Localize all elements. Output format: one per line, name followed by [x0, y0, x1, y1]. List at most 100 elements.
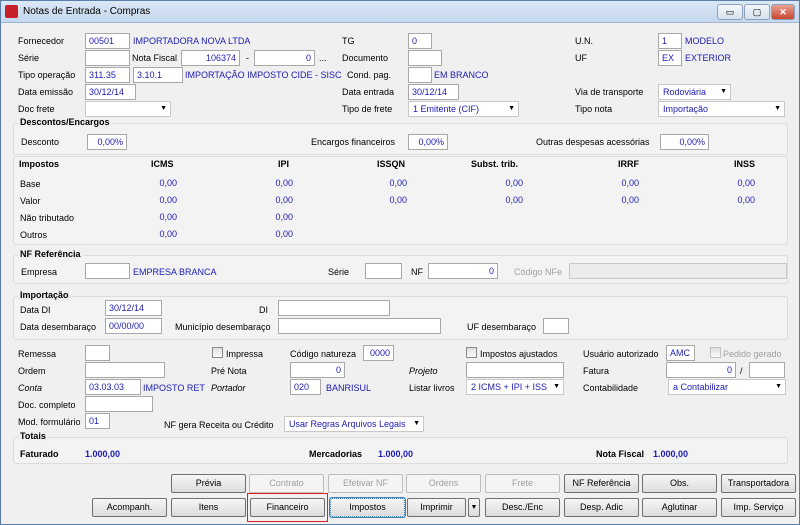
tipo-operacao-code-input[interactable]: 311.35: [85, 67, 130, 83]
ordem-input[interactable]: [85, 362, 165, 378]
tipo-nota-select[interactable]: Importação ▼: [658, 101, 785, 117]
previa-button[interactable]: Prévia: [171, 474, 246, 493]
faturado-value: 1.000,00: [85, 449, 121, 459]
impostos-value: 0,00: [159, 178, 177, 188]
mod-formulario-input[interactable]: 01: [85, 413, 110, 429]
fornecedor-label: Fornecedor: [18, 36, 65, 46]
impostos-row-label: Não tributado: [20, 213, 75, 223]
data-desembaraco-input[interactable]: 00/00/00: [105, 318, 162, 334]
contabilidade-select[interactable]: a Contabilizar ▼: [668, 379, 786, 395]
desconto-input[interactable]: 0,00%: [87, 134, 127, 150]
data-di-input[interactable]: 30/12/14: [105, 300, 162, 316]
tipo-frete-select[interactable]: 1 Emitente (CIF) ▼: [408, 101, 519, 117]
minimize-button[interactable]: ▭: [717, 4, 743, 20]
via-transporte-value: Rodoviária: [663, 87, 707, 97]
chevron-down-icon: ▼: [775, 383, 782, 390]
empresa-label: Empresa: [21, 267, 58, 277]
cond-pag-name: EM BRANCO: [434, 70, 489, 80]
un-label: U.N.: [575, 36, 593, 46]
financeiro-button[interactable]: Financeiro: [250, 498, 325, 517]
nf-referencia-button[interactable]: NF Referência: [564, 474, 639, 493]
impostos-value: 0,00: [737, 195, 755, 205]
impostos-value: 0,00: [621, 195, 639, 205]
contrato-button[interactable]: Contrato: [249, 474, 324, 493]
transportadora-button[interactable]: Transportadora: [721, 474, 796, 493]
chevron-down-icon: ▼: [508, 105, 515, 112]
impostos-ajustados-label: Impostos ajustados: [480, 349, 558, 359]
di-input[interactable]: [278, 300, 390, 316]
usuario-autorizado-input[interactable]: AMC: [666, 345, 695, 361]
itens-button[interactable]: Itens: [171, 498, 246, 517]
aglutinar-button[interactable]: Aglutinar: [642, 498, 717, 517]
municipio-input[interactable]: [278, 318, 441, 334]
doc-completo-input[interactable]: [85, 396, 153, 412]
descontos-title: Descontos/Encargos: [18, 117, 112, 127]
fornecedor-code-input[interactable]: 00501: [85, 33, 130, 49]
via-transporte-select[interactable]: Rodoviária ▼: [658, 84, 731, 100]
fornecedor-name: IMPORTADORA NOVA LTDA: [133, 36, 251, 46]
imp-servico-button[interactable]: Imp. Serviço: [721, 498, 796, 517]
uf-input[interactable]: EX: [658, 50, 682, 66]
efetivar-nf-button[interactable]: Efetivar NF: [328, 474, 403, 493]
nfref-nf-input[interactable]: 0: [428, 263, 498, 279]
conta-input[interactable]: 03.03.03: [85, 379, 141, 395]
data-emissao-input[interactable]: 30/12/14: [85, 84, 136, 100]
impostos-value: 0,00: [275, 195, 293, 205]
totais-title: Totais: [18, 431, 48, 441]
imprimir-button[interactable]: Imprimir: [407, 498, 466, 517]
remessa-input[interactable]: [85, 345, 110, 361]
data-entrada-input[interactable]: 30/12/14: [408, 84, 459, 100]
contabilidade-value: a Contabilizar: [673, 382, 729, 392]
impostos-value: 0,00: [159, 212, 177, 222]
imprimir-menu-button[interactable]: ▼: [468, 498, 480, 517]
ordens-button[interactable]: Ordens: [406, 474, 481, 493]
desconto-label: Desconto: [21, 137, 60, 147]
nota-fiscal-suffix-input[interactable]: 0: [254, 50, 315, 66]
nota-fiscal-number-input[interactable]: 106374: [181, 50, 240, 66]
fatura-input[interactable]: 0: [666, 362, 736, 378]
nf-gera-value: Usar Regras Arquivos Legais: [289, 419, 406, 429]
nf-gera-select[interactable]: Usar Regras Arquivos Legais ▼: [284, 416, 424, 432]
portador-input[interactable]: 020: [290, 379, 321, 395]
un-name: MODELO: [685, 36, 725, 46]
listar-livros-select[interactable]: 2 ICMS + IPI + ISS ▼: [466, 379, 564, 395]
outras-despesas-input[interactable]: 0,00%: [660, 134, 709, 150]
empresa-input[interactable]: [85, 263, 130, 279]
nfref-serie-input[interactable]: [365, 263, 402, 279]
acompanh-button[interactable]: Acompanh.: [92, 498, 167, 517]
listar-livros-label: Listar livros: [409, 383, 455, 393]
projeto-input[interactable]: [466, 362, 564, 378]
codigo-natureza-input[interactable]: 0000: [363, 345, 394, 361]
impostos-value: 0,00: [737, 178, 755, 188]
cfop-input[interactable]: 3.10.1: [133, 67, 183, 83]
uf-desembaraco-input[interactable]: [543, 318, 569, 334]
impostos-button[interactable]: Impostos: [329, 497, 406, 518]
cond-pag-label: Cond. pag.: [347, 70, 392, 80]
close-button[interactable]: ✕: [771, 4, 795, 20]
cond-pag-input[interactable]: [408, 67, 432, 83]
encargos-input[interactable]: 0,00%: [408, 134, 448, 150]
nota-fiscal-lookup-button[interactable]: ...: [319, 53, 327, 63]
frete-button[interactable]: Frete: [485, 474, 560, 493]
impostos-ajustados-checkbox[interactable]: [466, 347, 477, 358]
impressa-checkbox[interactable]: [212, 347, 223, 358]
desc-enc-button[interactable]: Desc./Enc: [485, 498, 560, 517]
tg-input[interactable]: 0: [408, 33, 432, 49]
desp-adic-button[interactable]: Desp. Adic: [564, 498, 639, 517]
documento-input[interactable]: [408, 50, 442, 66]
maximize-button[interactable]: ▢: [744, 4, 770, 20]
fatura-label: Fatura: [583, 366, 610, 376]
impostos-value: 0,00: [275, 178, 293, 188]
fatura-parcela-input[interactable]: [749, 362, 785, 378]
chevron-down-icon: ▼: [413, 420, 420, 427]
obs-button[interactable]: Obs.: [642, 474, 717, 493]
pre-nota-input[interactable]: 0: [290, 362, 345, 378]
un-input[interactable]: 1: [658, 33, 682, 49]
nf-gera-label: NF gera Receita ou Crédito: [164, 420, 274, 430]
impostos-value: 0,00: [389, 195, 407, 205]
empresa-name: EMPRESA BRANCA: [133, 267, 217, 277]
col-issqn: ISSQN: [377, 159, 406, 169]
serie-input[interactable]: [85, 50, 130, 66]
doc-frete-select[interactable]: ▼: [85, 101, 171, 117]
impostos-value: 0,00: [275, 229, 293, 239]
